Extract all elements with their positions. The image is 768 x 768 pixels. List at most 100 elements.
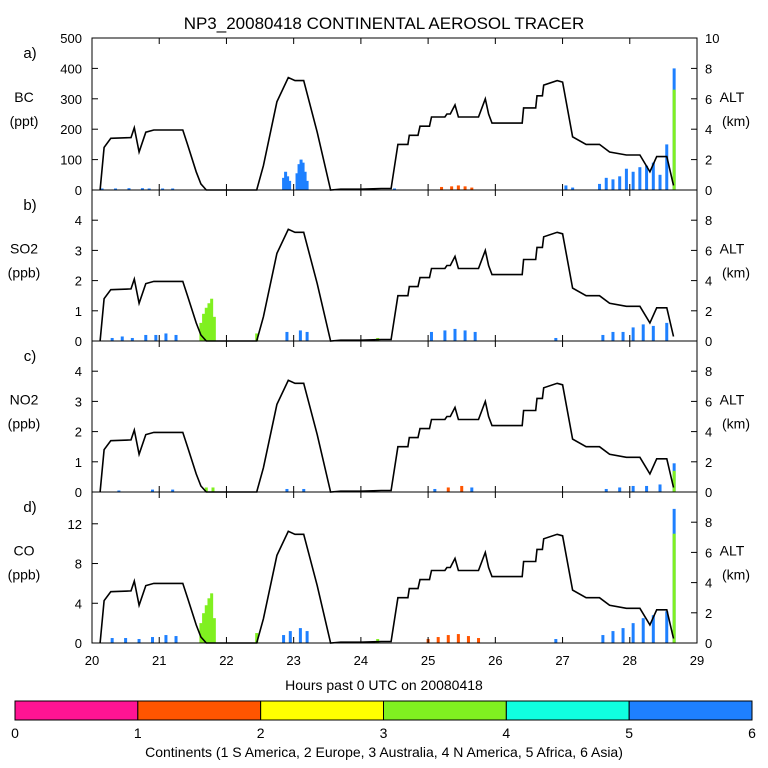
alt-tick-label: 0 (705, 636, 712, 651)
y-tick-label: 0 (75, 183, 82, 198)
data-bar (174, 636, 178, 643)
data-bar (282, 635, 286, 643)
data-bar (144, 334, 148, 341)
y-tick-label: 2 (75, 425, 82, 440)
colorbar-tick-label: 1 (134, 725, 142, 741)
y-tick-label: 0 (75, 636, 82, 651)
data-bar (665, 611, 669, 643)
data-bar (202, 613, 206, 643)
alt-tick-label: 6 (705, 92, 712, 107)
data-bar (651, 615, 655, 643)
altitude-line (99, 228, 675, 342)
data-bar (305, 331, 309, 341)
data-bar (151, 489, 154, 492)
panel-letter: b) (23, 197, 36, 214)
data-bar (658, 484, 662, 492)
alt-tick-label: 4 (705, 576, 712, 591)
y-tick-label: 500 (60, 31, 82, 46)
alt-units: (km) (722, 265, 750, 281)
alt-tick-label: 8 (705, 364, 712, 379)
data-bar (298, 628, 302, 643)
data-bar (212, 316, 216, 341)
data-bar (302, 488, 306, 492)
data-bar (211, 487, 215, 492)
data-bar (450, 186, 454, 190)
data-bar (618, 176, 622, 190)
colorbar-tick-label: 6 (748, 725, 756, 741)
data-bar (601, 635, 605, 643)
panel-units: (ppb) (8, 265, 41, 281)
data-bar (137, 639, 141, 643)
colorbar-tick-label: 2 (257, 725, 265, 741)
data-bar (571, 187, 575, 190)
data-bar (212, 618, 216, 643)
data-bar (282, 177, 286, 190)
x-tick-label: 29 (690, 653, 704, 668)
data-bar (436, 637, 440, 643)
altitude-line (99, 530, 675, 644)
data-bar (202, 313, 206, 341)
data-bar (624, 168, 628, 190)
data-bar (120, 336, 124, 341)
data-bar (110, 638, 114, 643)
alt-tick-label: 6 (705, 243, 712, 258)
data-bar (554, 639, 558, 643)
data-bar (466, 636, 470, 643)
colorbar-segment (628, 700, 753, 721)
y-tick-label: 1 (75, 304, 82, 319)
data-bar (285, 331, 289, 341)
data-bar (255, 633, 259, 643)
y-tick-label: 1 (75, 455, 82, 470)
data-bar (297, 164, 301, 190)
data-bar (631, 623, 635, 643)
x-tick-label: 27 (555, 653, 569, 668)
data-bar (598, 183, 602, 190)
data-bar (665, 322, 669, 341)
data-bar (554, 337, 558, 341)
data-bar (621, 628, 625, 643)
alt-tick-label: 6 (705, 545, 712, 560)
chart-title: NP3_20080418 CONTINENTAL AEROSOL TRACER (184, 14, 585, 33)
x-tick-label: 23 (286, 653, 300, 668)
alt-tick-label: 0 (705, 485, 712, 500)
alt-label: ALT (720, 543, 745, 559)
data-bar (604, 488, 608, 492)
alt-units: (km) (722, 416, 750, 432)
y-tick-label: 0 (75, 334, 82, 349)
alt-label: ALT (720, 241, 745, 257)
data-bar (440, 186, 444, 190)
data-bar (284, 171, 288, 190)
alt-tick-label: 6 (705, 394, 712, 409)
data-bar (477, 638, 481, 643)
panel-units: (ppb) (8, 416, 41, 432)
data-bar (110, 337, 114, 341)
y-tick-label: 2 (75, 274, 82, 289)
panel-variable: NO2 (10, 392, 39, 408)
data-bar (154, 334, 158, 341)
panel-letter: a) (23, 45, 36, 62)
data-bar (140, 188, 144, 190)
data-bar (255, 333, 259, 341)
data-bar (446, 487, 450, 492)
colorbar-segment (14, 700, 139, 721)
data-bar (641, 324, 645, 341)
colorbar-segment (383, 700, 507, 721)
alt-tick-label: 8 (705, 515, 712, 530)
y-tick-label: 3 (75, 394, 82, 409)
data-bar (204, 307, 208, 341)
data-bar (204, 605, 208, 643)
data-bar (393, 188, 396, 190)
data-bar (611, 179, 615, 190)
data-bar (199, 322, 203, 341)
panel-units: (ppt) (10, 113, 39, 129)
data-bar (301, 162, 305, 190)
alt-tick-label: 2 (705, 455, 712, 470)
alt-tick-label: 4 (705, 425, 712, 440)
data-bar (638, 167, 642, 190)
data-bar (473, 331, 477, 341)
alt-tick-label: 2 (705, 304, 712, 319)
data-bar (171, 188, 175, 190)
data-bar (164, 333, 168, 341)
alt-tick-label: 8 (705, 213, 712, 228)
